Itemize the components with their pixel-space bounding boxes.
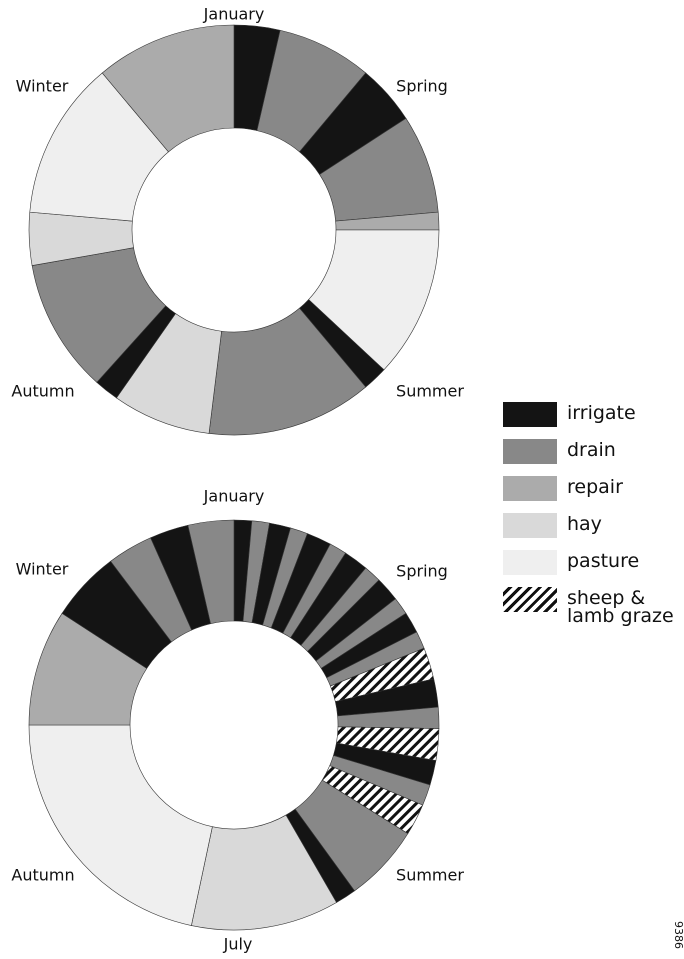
figure-id: 9386 <box>672 921 684 949</box>
donut-segment <box>28 724 213 926</box>
season-label: Summer <box>396 382 464 401</box>
legend-swatch <box>503 587 557 612</box>
season-label: Spring <box>396 77 448 96</box>
legend-label: hay <box>567 513 602 535</box>
legend-item: sheep & lamb graze <box>503 587 675 627</box>
donut-segment <box>208 307 367 436</box>
donut-segment <box>187 519 235 625</box>
legend: irrigate drain repair hay pasture sheep & lam… <box>503 402 675 627</box>
legend-swatch <box>503 476 557 501</box>
legend-item: pasture <box>503 550 675 587</box>
season-label: January <box>203 5 265 24</box>
season-label: Spring <box>396 562 448 581</box>
legend-item: hay <box>503 513 675 550</box>
legend-label: repair <box>567 476 623 498</box>
legend-label: irrigate <box>567 402 636 424</box>
legend-label: pasture <box>567 550 640 572</box>
season-label: Autumn <box>11 382 74 401</box>
season-label: January <box>203 487 265 506</box>
season-label: Summer <box>396 866 464 885</box>
donut-segment <box>101 24 235 153</box>
legend-swatch <box>503 550 557 575</box>
legend-item: irrigate <box>503 402 675 439</box>
legend-item: drain <box>503 439 675 476</box>
season-label: Autumn <box>11 866 74 885</box>
legend-label: sheep & lamb graze <box>567 587 674 627</box>
legend-swatch <box>503 439 557 464</box>
legend-label: drain <box>567 439 616 461</box>
season-label: Winter <box>16 560 69 579</box>
legend-swatch <box>503 402 557 427</box>
legend-item: repair <box>503 476 675 513</box>
season-label: July <box>223 935 253 954</box>
season-label: Winter <box>16 77 69 96</box>
legend-swatch <box>503 513 557 538</box>
